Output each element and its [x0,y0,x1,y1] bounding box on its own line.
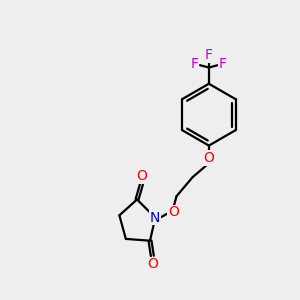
Text: F: F [205,48,213,62]
Text: O: O [136,169,147,183]
Text: N: N [150,211,160,225]
Text: O: O [147,257,158,271]
Text: F: F [219,57,227,71]
Text: F: F [191,57,199,71]
Text: O: O [203,151,214,165]
Text: O: O [168,206,179,219]
